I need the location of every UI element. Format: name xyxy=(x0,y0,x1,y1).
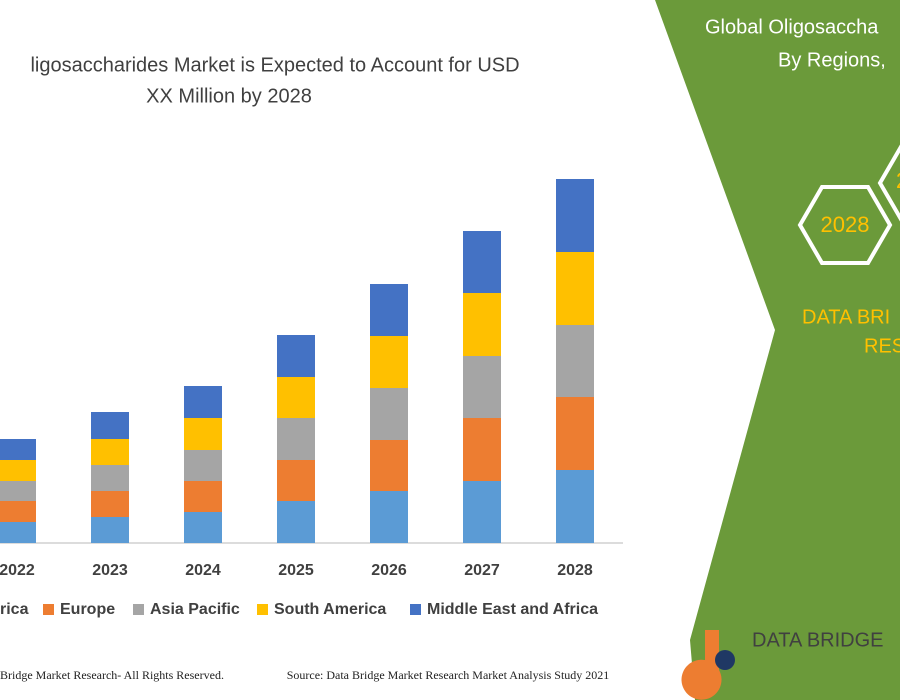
bar-segment xyxy=(370,336,408,388)
bar-segment xyxy=(463,418,501,481)
bar-segment xyxy=(370,491,408,543)
bar-segment xyxy=(277,501,315,543)
x-tick-label: 2023 xyxy=(92,562,128,579)
bar-segment xyxy=(0,481,36,501)
panel-brand: DATA BRI xyxy=(802,306,890,328)
legend-label: South America xyxy=(274,601,386,618)
bar-segment xyxy=(556,397,594,470)
bar-segment xyxy=(0,460,36,481)
bar-segment xyxy=(184,450,222,481)
bar-segment xyxy=(556,470,594,543)
logo-mark xyxy=(715,650,735,670)
legend-swatch xyxy=(43,604,54,615)
title-line: XX Million by 2028 xyxy=(146,85,312,107)
x-tick-label: 2025 xyxy=(278,562,314,579)
bar-segment xyxy=(370,388,408,440)
bar-segment xyxy=(184,418,222,450)
logo-mark xyxy=(681,630,722,700)
legend-swatch xyxy=(133,604,144,615)
bar-segment xyxy=(370,284,408,336)
bar-segment xyxy=(184,512,222,543)
bar-segment xyxy=(184,481,222,512)
bar-segment xyxy=(91,465,129,491)
panel-title: By Regions, xyxy=(778,49,886,71)
bar-segment xyxy=(277,418,315,460)
bar-segment xyxy=(0,501,36,522)
bar-segment xyxy=(277,377,315,418)
bar-segment xyxy=(91,412,129,439)
legend-swatch xyxy=(410,604,421,615)
footer-source: Source: Data Bridge Market Research Mark… xyxy=(287,668,610,682)
bar-segment xyxy=(91,517,129,543)
bar-segment xyxy=(277,460,315,501)
bar-segment xyxy=(0,522,36,543)
bar-segment xyxy=(556,179,594,252)
hexagon-label: 2 xyxy=(896,168,900,193)
bar-segment xyxy=(556,325,594,397)
bar-segment xyxy=(370,440,408,491)
green-panel xyxy=(655,0,900,700)
logo-text: DATA BRIDGE xyxy=(752,629,884,651)
legend-swatch xyxy=(257,604,268,615)
bar-segment xyxy=(463,231,501,293)
bar-segment xyxy=(91,491,129,517)
bar-segment xyxy=(463,481,501,543)
bar-segment xyxy=(91,439,129,465)
bar-segment xyxy=(463,356,501,418)
panel-title: Global Oligosaccha xyxy=(705,16,879,38)
bar-segment xyxy=(463,293,501,356)
title-line: ligosaccharides Market is Expected to Ac… xyxy=(30,54,519,76)
legend-label: Asia Pacific xyxy=(150,601,240,618)
x-tick-label: 2027 xyxy=(464,562,500,579)
bar-segment xyxy=(277,335,315,377)
x-tick-label: 2024 xyxy=(185,562,221,579)
legend-label: rica xyxy=(0,601,29,618)
x-tick-label: 2022 xyxy=(0,562,35,579)
bar-segment xyxy=(0,439,36,460)
legend-label: Europe xyxy=(60,601,115,618)
bar-segment xyxy=(556,252,594,325)
x-tick-label: 2026 xyxy=(371,562,407,579)
bar-segment xyxy=(184,386,222,418)
hexagon-label: 2028 xyxy=(821,212,870,237)
footer-left: Bridge Market Research- All Rights Reser… xyxy=(0,668,224,682)
panel-brand: RES xyxy=(864,335,900,357)
legend-label: Middle East and Africa xyxy=(427,601,598,618)
hexagon xyxy=(797,185,893,265)
x-tick-label: 2028 xyxy=(557,562,593,579)
